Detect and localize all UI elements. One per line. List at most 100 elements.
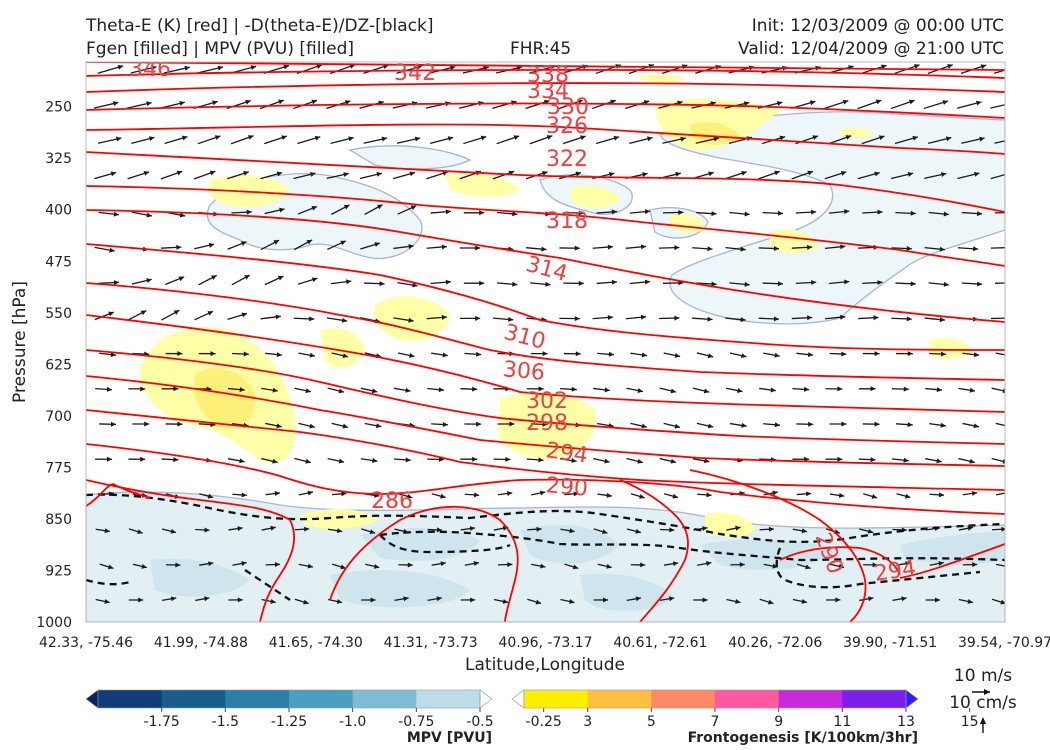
wind-vector-head [316, 64, 322, 69]
wind-vector-head [241, 492, 247, 498]
wind-vector-head [741, 422, 747, 428]
wind-vector-head [601, 529, 608, 535]
wind-vector-head [669, 527, 675, 533]
wind-vector-head [939, 317, 945, 323]
theta-e-contour [86, 479, 295, 622]
theta-e-label: 334 [527, 79, 569, 104]
wind-vector-head [472, 386, 478, 392]
wind-vector-head [217, 65, 224, 71]
wind-vector-head [574, 245, 580, 251]
wind-vector-head [912, 135, 918, 141]
wind-vector-head [538, 457, 544, 463]
mpv-region [520, 525, 620, 564]
wind-vector-head [840, 314, 846, 320]
wind-vector-head [248, 135, 254, 140]
wind-vector-head [907, 422, 913, 428]
wind-vector-head [607, 314, 613, 320]
theta-e-label: 338 [527, 63, 569, 88]
wind-vector-head [770, 387, 776, 393]
theta-e-label: 330 [547, 95, 589, 120]
wind-vector-head [877, 280, 883, 286]
y-tick-label: 325 [45, 151, 72, 167]
wind-vector-head [903, 386, 909, 392]
wind-vector-head [604, 458, 610, 464]
wind-vector-head [104, 528, 110, 534]
wind-vector-head [901, 596, 907, 602]
wind-vector-head [840, 171, 847, 176]
wind-vector-head [973, 246, 979, 252]
wind-vector-head [744, 211, 750, 217]
wind-vector-head [779, 135, 786, 141]
wind-vector-head [972, 562, 978, 568]
theta-e-label: 294 [873, 556, 918, 587]
wind-vector-head [117, 64, 124, 70]
wind-vector-head [707, 353, 714, 359]
wind-vector-head [602, 597, 608, 603]
wind-vector-head [904, 493, 911, 499]
wind-vector-head [436, 596, 442, 602]
theta-e-contour [86, 314, 1005, 413]
wind-vector-head [773, 245, 779, 251]
stability-contour [775, 547, 981, 589]
wind-vector-head [278, 99, 284, 105]
wind-vector-head [914, 64, 920, 69]
wind-vector-head [445, 279, 451, 285]
wind-vector-head [113, 211, 119, 217]
wind-vector-head [837, 386, 843, 392]
wind-vector-head [545, 281, 551, 287]
colorbar-extend-left [85, 689, 99, 709]
wind-vector-head [805, 564, 811, 570]
wind-vector-head [635, 528, 641, 534]
wind-vector-head [838, 563, 845, 569]
wind-vector-head [767, 599, 774, 605]
theta-e-contour [86, 123, 1005, 155]
y-tick-label: 475 [45, 254, 72, 270]
wind-vector-head [113, 280, 119, 286]
wind-vector-head [309, 423, 315, 429]
colorbar-extend-right [905, 689, 919, 709]
x-tick-label: 41.31, -73.73 [384, 635, 478, 651]
wind-vector-head [343, 172, 349, 178]
wind-vector-head [635, 596, 642, 602]
colorbar-segment [842, 690, 907, 708]
wind-vector-head [674, 353, 681, 358]
frontogenesis-region [705, 512, 755, 537]
wind-vector-head [1006, 245, 1011, 250]
colorbar-segment [651, 690, 716, 708]
x-tick-label: 40.26, -72.06 [728, 635, 822, 651]
wind-vector-head [740, 246, 746, 252]
wind-vector-head [801, 528, 808, 534]
stability-contour [86, 578, 131, 586]
wind-vector-head [1014, 65, 1019, 70]
wind-vector-head [146, 101, 152, 107]
theta-e-label: 298 [526, 411, 568, 436]
wind-vector-head [874, 351, 880, 357]
wind-vector-head [535, 599, 542, 605]
wind-vector-head [938, 492, 944, 498]
wind-vector-head [208, 242, 215, 248]
vector-key-horizontal-label: 10 m/s [954, 666, 1012, 686]
wind-vector-head [644, 209, 651, 215]
y-tick-label: 700 [45, 409, 72, 425]
wind-vector-head [449, 65, 456, 71]
wind-vector-head [571, 458, 577, 463]
wind-vector-head [112, 101, 119, 107]
mpv-region [700, 539, 840, 570]
wind-vector-head [938, 561, 944, 566]
wind-vector-head [768, 526, 774, 532]
wind-vector-head [639, 493, 645, 499]
wind-vector-head [542, 351, 548, 357]
wind-vector-head [977, 211, 983, 217]
wind-vector-head [512, 211, 518, 217]
wind-vector-head [277, 275, 284, 281]
mpv-region [150, 558, 250, 597]
theta-e-contour [86, 243, 1005, 351]
stability-contour [244, 569, 291, 601]
wind-vector-head [146, 212, 152, 218]
wind-vector-head [874, 171, 880, 177]
x-tick-label: 39.54, -70.97 [958, 635, 1050, 651]
wind-vector-head [578, 280, 584, 286]
wind-vector-head [106, 386, 112, 392]
theta-e-label: 306 [502, 357, 546, 386]
theta-e-contour [86, 102, 1005, 119]
